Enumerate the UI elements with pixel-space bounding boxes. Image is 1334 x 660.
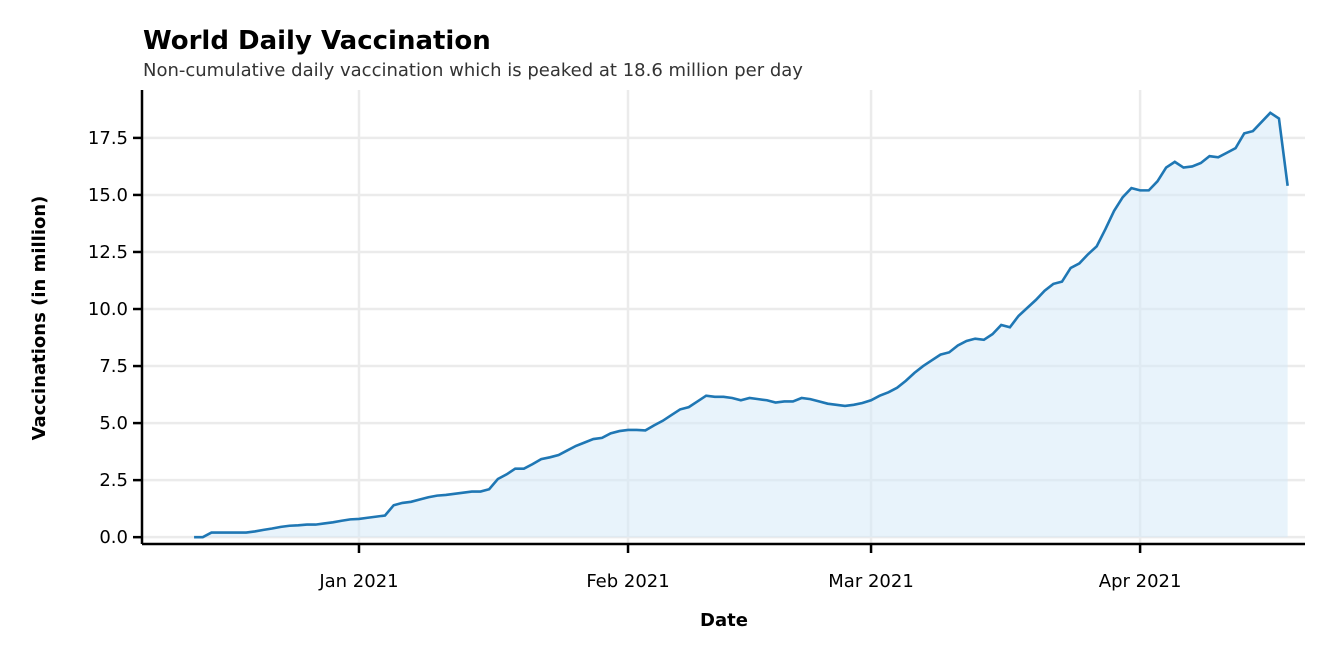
y-tick-label: 12.5 bbox=[88, 242, 128, 263]
y-tick-label: 5.0 bbox=[99, 413, 128, 434]
x-tick-label: Mar 2021 bbox=[828, 571, 914, 592]
y-tick-label: 10.0 bbox=[88, 299, 128, 320]
x-axis-title: Date bbox=[700, 610, 748, 631]
chart-subtitle: Non-cumulative daily vaccination which i… bbox=[143, 60, 803, 81]
y-axis-title: Vaccinations (in million) bbox=[29, 196, 50, 441]
chart-title: World Daily Vaccination bbox=[143, 26, 491, 56]
y-tick-label: 0.0 bbox=[99, 527, 128, 548]
y-tick-label: 15.0 bbox=[88, 185, 128, 206]
x-tick-label: Feb 2021 bbox=[586, 571, 669, 592]
y-tick-label: 17.5 bbox=[88, 128, 128, 149]
data-points bbox=[194, 112, 1288, 538]
y-tick-label: 7.5 bbox=[99, 356, 128, 377]
area-fill bbox=[194, 112, 1288, 538]
x-tick-label: Apr 2021 bbox=[1099, 571, 1182, 592]
x-tick-label: Jan 2021 bbox=[318, 571, 398, 592]
axis-ticks: 0.0 2.5 5.0 7.5 10.0 12.5 15.0 17.5 Jan 2021 Feb … bbox=[88, 128, 1182, 592]
y-tick-label: 2.5 bbox=[99, 470, 128, 491]
